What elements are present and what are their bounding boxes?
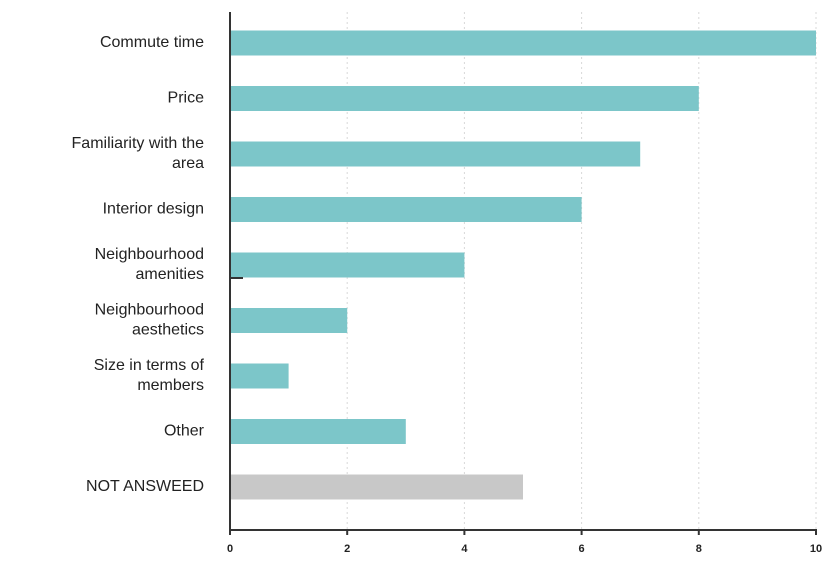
x-tick-labels: 0 2 4 6 8 10 [227,530,822,555]
category-label: Commute time [100,34,204,51]
category-labels: Commute time Price Familiarity with the are… [72,34,205,495]
bar-price [230,86,699,111]
category-label-line: Commute time [100,34,204,51]
x-tick-label: 6 [579,543,585,555]
category-label-line: Neighbourhood [95,246,204,263]
axes [229,12,817,531]
category-label: Other [164,423,205,440]
category-label: Neighbourhood aesthetics [95,302,204,339]
bar-size-in-terms-of-members [230,363,289,389]
category-label: Neighbourhood amenities [95,246,204,283]
bar-neighbourhood-amenities [230,252,465,278]
x-tick-label: 2 [344,543,350,555]
category-label-line: amenities [136,266,204,283]
category-label-line: Other [164,423,205,440]
bar-commute-time [230,30,816,56]
x-tick-label: 4 [461,543,468,555]
bars [230,30,816,500]
category-label: Price [168,90,205,107]
category-label-line: Familiarity with the [72,135,205,152]
x-tick-label: 8 [696,543,702,555]
category-label-line: aesthetics [132,322,204,339]
bar-neighbourhood-aesthetics [230,308,348,333]
x-tick-label: 10 [810,543,822,555]
category-label-line: members [137,377,204,394]
bar-familiarity-with-the-area [230,141,641,167]
category-label: Interior design [103,201,204,218]
category-label-line: NOT ANSWEED [86,478,204,495]
category-label: Size in terms of members [94,357,205,394]
bar-other [230,419,406,444]
category-label: Familiarity with the area [72,135,205,172]
category-label-line: Neighbourhood [95,302,204,319]
bar-interior-design [230,197,582,222]
x-tick-label: 0 [227,543,233,555]
category-label-line: Interior design [103,201,204,218]
category-label-line: Size in terms of [94,357,205,374]
category-label-line: area [172,155,204,172]
category-label-line: Price [168,90,205,107]
category-label: NOT ANSWEED [86,478,204,495]
bar-not-answeed [230,474,523,500]
